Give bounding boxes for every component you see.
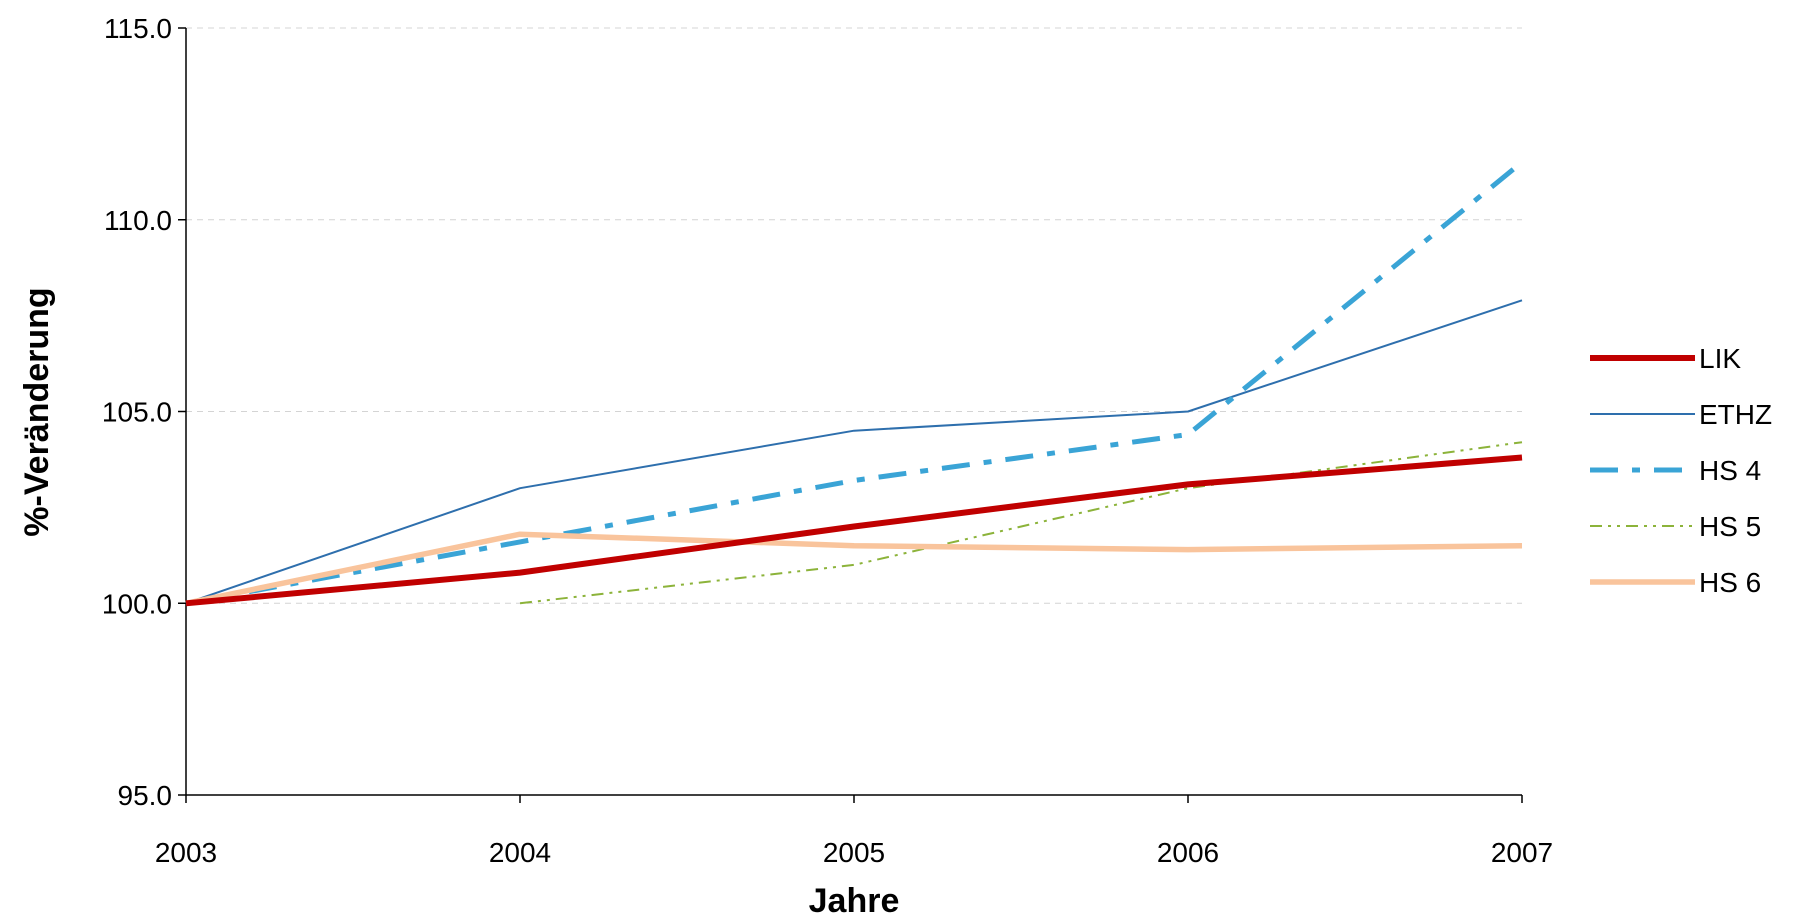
x-tick-label: 2006 bbox=[1157, 837, 1219, 868]
y-axis-title: %-Veränderung bbox=[18, 287, 56, 536]
legend-label: LIK bbox=[1699, 343, 1741, 374]
legend-label: ETHZ bbox=[1699, 399, 1772, 430]
legend-label: HS 4 bbox=[1699, 455, 1761, 486]
legend-label: HS 5 bbox=[1699, 511, 1761, 542]
x-tick-label: 2004 bbox=[489, 837, 551, 868]
legend-label: HS 6 bbox=[1699, 567, 1761, 598]
x-tick-label: 2005 bbox=[823, 837, 885, 868]
y-tick-label: 100.0 bbox=[102, 588, 172, 619]
legend: LIK ETHZ HS 4 HS 5 HS 6 bbox=[1590, 343, 1772, 598]
x-axis-title: Jahre bbox=[809, 882, 900, 920]
series-lines bbox=[185, 160, 1524, 607]
series-line-hs-4 bbox=[185, 160, 1524, 606]
series-line-lik bbox=[185, 454, 1523, 607]
y-tick-label: 105.0 bbox=[102, 397, 172, 428]
y-ticks: 95.0 100.0 105.0 110.0 115.0 bbox=[102, 13, 186, 811]
y-tick-label: 110.0 bbox=[104, 205, 172, 236]
series-line-ethz bbox=[185, 299, 1523, 605]
y-tick-label: 115.0 bbox=[104, 13, 172, 44]
series-line-hs-6 bbox=[185, 531, 1523, 606]
y-tick-label: 95.0 bbox=[118, 780, 173, 811]
x-tick-label: 2007 bbox=[1491, 837, 1553, 868]
x-ticks: 2003 2004 2005 2006 2007 bbox=[155, 795, 1553, 868]
grid-lines bbox=[186, 27, 1522, 604]
x-tick-label: 2003 bbox=[155, 837, 217, 868]
series-line-hs-5 bbox=[519, 441, 1523, 605]
